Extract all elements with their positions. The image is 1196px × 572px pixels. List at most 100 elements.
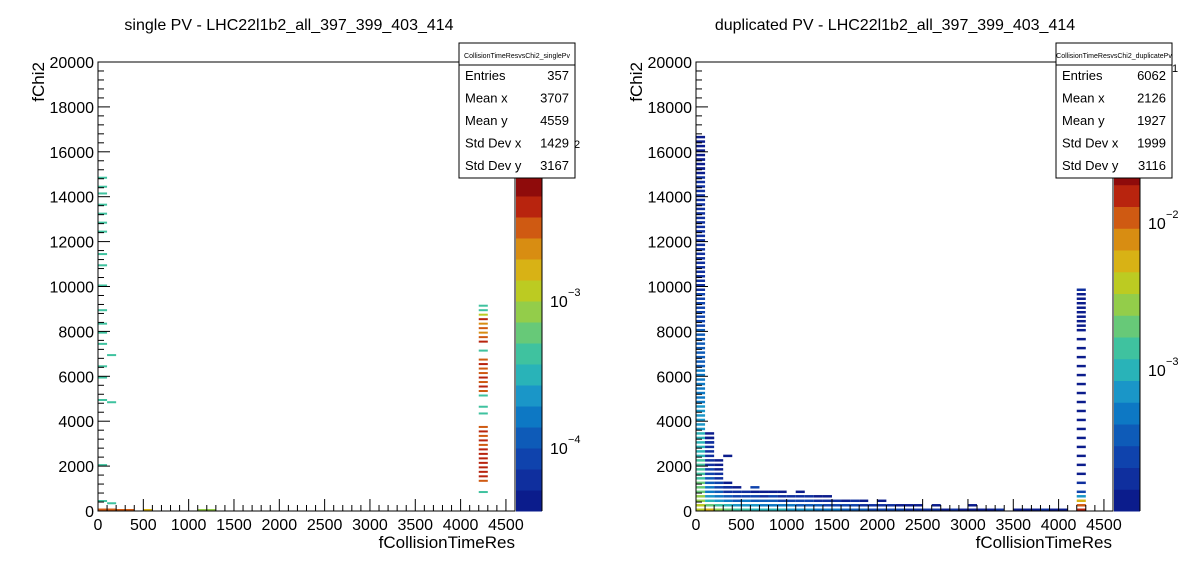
x-tick-label: 3000 [352,517,388,534]
histogram-cell [478,405,488,408]
histogram-cell [478,327,488,330]
histogram-cell [1076,436,1086,440]
histogram-cell [696,144,706,148]
histogram-cell [478,457,488,460]
histogram-cell [98,508,108,511]
histogram-cell [696,310,706,314]
histogram-cell [478,443,488,446]
x-tick-label: 4000 [443,517,479,534]
stats-value: 6062 [1137,68,1166,83]
palette-labels: 10 −2 10 −3 1 [1148,63,1179,380]
histogram-cell [1076,306,1086,309]
x-axis-label: fCollisionTimeRes [976,533,1112,552]
histogram-cell [986,508,996,511]
histogram-cell [478,448,488,451]
y-tick-label: 14000 [50,190,95,207]
histogram-cell [98,322,108,325]
histogram-cell [1076,297,1086,300]
histogram-cell [107,508,117,511]
histogram-cell [705,495,715,498]
histogram-cell [696,441,706,444]
palette-label-exp: −4 [568,434,581,446]
histogram-cell [696,257,706,260]
stats-value: 1927 [1137,113,1166,128]
histogram-cell [696,140,706,143]
histogram-cell [705,441,715,444]
stats-label: Entries [465,68,506,83]
histogram-cell [714,508,724,511]
histogram-cell [768,495,778,498]
histogram-cell [786,508,796,511]
histogram-cell [696,230,706,233]
histogram-cell [696,333,706,336]
stats-label: Std Dev y [1062,158,1119,173]
histogram-cells [98,176,488,511]
histogram-cell [696,369,706,372]
histogram-cell [696,423,706,426]
histogram-cell [478,363,488,366]
histogram-cell [868,508,878,511]
x-tick-label: 2000 [860,517,896,534]
histogram-cell [98,464,108,467]
palette-swatch [516,301,542,323]
histogram-cell [714,504,724,507]
palette-swatch [1114,424,1140,447]
histogram-cell [904,508,914,511]
histogram-cell [478,318,488,321]
histogram-cell [741,499,751,503]
histogram-cell [1076,382,1086,386]
y-axis-label: fChi2 [29,62,48,102]
palette-swatch [516,175,542,197]
histogram-cell [859,499,869,503]
y-tick-label: 0 [85,504,94,521]
x-axis-label: fCollisionTimeRes [379,533,515,552]
histogram-cell [1076,355,1086,359]
histogram-cell [478,475,488,478]
histogram-cell [696,167,706,170]
histogram-cell [478,322,488,325]
histogram-cell [967,508,978,511]
histogram-cell [822,499,832,503]
plot-title: duplicated PV - LHC22l1b2_all_397_399_40… [715,17,1075,34]
stats-value: 3116 [1138,158,1166,173]
histogram-cell [813,504,823,507]
x-tick-label: 1000 [171,517,207,534]
histogram-cell [768,508,778,511]
pad-single-pv: single PV - LHC22l1b2_all_397_399_403_41… [29,17,581,552]
histogram-cell [759,490,769,494]
histogram-cell [478,376,488,379]
histogram-cell [714,481,724,485]
histogram-cell [696,400,706,404]
histogram-cell [696,248,706,251]
stats-box: CollisionTimeResvsChi2_duplicatePv Entrie… [1055,42,1173,179]
histogram-cell [1076,301,1086,305]
histogram-cell [696,162,706,166]
histogram-cell [696,149,706,152]
y-axis: 0 2000 4000 6000 8000 10000 12000 14000 16000 180… [50,55,110,521]
histogram-cell [478,425,488,428]
histogram-cell [696,185,706,188]
histogram-cell [696,508,706,511]
histogram-cell [714,499,724,503]
histogram-cell [1076,495,1086,498]
x-tick-label: 2000 [262,517,298,534]
histogram-cell [723,495,733,498]
histogram-cell [696,409,706,413]
histogram-cell [967,504,978,507]
histogram-cell [714,495,724,498]
histogram-cell [1076,315,1086,318]
histogram-cell [913,508,923,511]
x-tick-label: 4500 [1086,517,1122,534]
histogram-cell [705,463,715,467]
histogram-cell [895,504,905,507]
histogram-cell [705,459,715,462]
histogram-cell [696,261,706,265]
histogram-cell [949,508,959,511]
palette-swatch [516,259,542,281]
stats-label: Entries [1062,68,1103,83]
histogram-cell [98,398,108,401]
stats-box: CollisionTimeResvsChi2_singlePv Entries 35… [458,42,576,179]
palette-swatch [516,238,542,260]
histogram-cell [107,401,117,404]
histogram-cell [940,508,950,511]
